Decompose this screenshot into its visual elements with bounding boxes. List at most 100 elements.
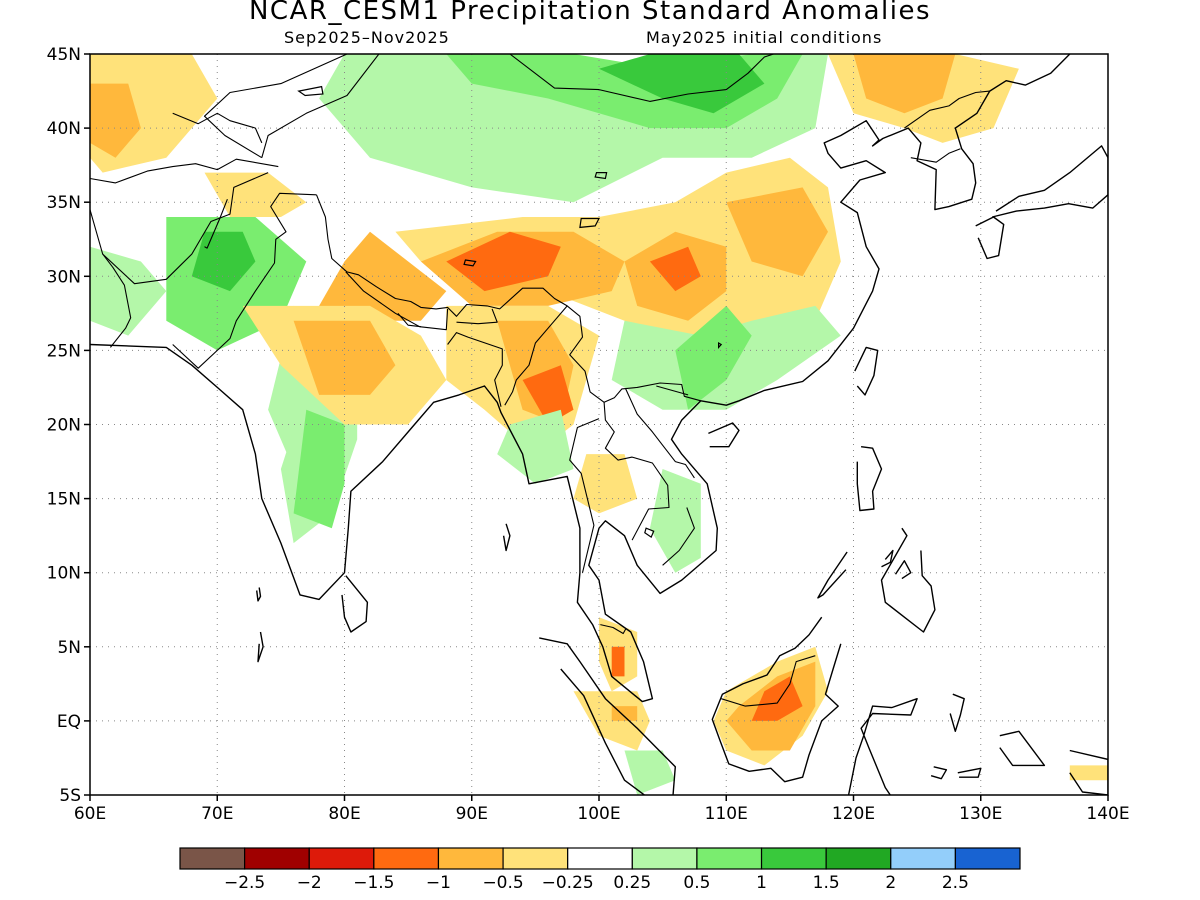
coastline (975, 216, 1005, 260)
country-border (447, 332, 503, 407)
lon-tick-label: 80E (328, 804, 360, 824)
coastline (881, 549, 894, 568)
country-border (662, 507, 695, 566)
coastline (90, 54, 1071, 703)
colorbar-swatch (696, 847, 763, 870)
country-borders (90, 54, 990, 707)
country-border (603, 402, 670, 541)
anomaly-shading (90, 54, 1108, 795)
lake-outline (297, 85, 324, 97)
country-border (172, 112, 263, 144)
colorbar-swatch (502, 847, 569, 870)
country-border (261, 54, 380, 158)
lat-tick-label: 40N (47, 119, 81, 139)
country-border (656, 385, 689, 396)
colorbar-label: 1 (756, 873, 767, 893)
colorbar-swatch (631, 847, 698, 870)
anomaly-region (497, 409, 574, 484)
colorbar-label: −2.5 (224, 873, 265, 893)
colorbar-label: −1 (426, 873, 451, 893)
coastline (817, 551, 848, 599)
colorbar-label: 0.5 (683, 873, 710, 893)
colorbar: −2.5 −2 −1.5 −1 −0.5 −0.25 0.25 0.5 1 1.5 2 2.5 (179, 847, 1021, 893)
anomaly-region (599, 54, 765, 114)
colorbar-swatch (890, 847, 956, 870)
coastline (957, 767, 982, 778)
lake-outline (644, 527, 655, 539)
anomaly-region (90, 246, 167, 336)
colorbar-label: 2.5 (942, 873, 969, 893)
anomaly-region (675, 305, 752, 410)
colorbar-label: −2 (297, 873, 322, 893)
coastline (847, 698, 918, 795)
anomaly-region (649, 246, 701, 292)
anomaly-region (1069, 765, 1108, 781)
country-border (625, 388, 695, 479)
coastline (999, 730, 1046, 767)
country-border (910, 148, 961, 163)
lon-tick-label: 120E (832, 804, 875, 824)
lake-outline (717, 341, 723, 349)
coastline (992, 145, 1108, 218)
coastline (856, 446, 883, 512)
anomaly-region (293, 320, 396, 395)
lon-tick-label: 140E (1086, 804, 1129, 824)
coastline (711, 616, 842, 783)
country-border (315, 194, 701, 403)
lake-outline (463, 259, 477, 267)
country-border (204, 198, 228, 249)
anomaly-region (649, 469, 701, 573)
coastline (257, 631, 264, 663)
lat-tick-label: 45N (47, 45, 81, 65)
anomaly-region (522, 365, 574, 425)
country-border (600, 624, 627, 635)
country-border (345, 271, 449, 331)
colorbar-label: −0.5 (482, 873, 523, 893)
lat-tick-label: 10N (47, 564, 81, 584)
coastline (949, 693, 965, 732)
lon-tick-label: 90E (456, 804, 488, 824)
colorbar-swatch (373, 847, 440, 870)
coastline (502, 523, 511, 552)
coastline (341, 575, 369, 633)
country-border (821, 54, 824, 55)
anomaly-region (319, 231, 447, 321)
colorbar-label: −0.25 (542, 873, 594, 893)
coastline (1069, 749, 1108, 795)
anomaly-region (751, 676, 803, 721)
country-border (904, 90, 990, 129)
colorbar-swatch (825, 847, 892, 870)
lon-tick-label: 70E (201, 804, 233, 824)
coastlines (90, 54, 1108, 795)
lat-tick-label: 25N (47, 341, 81, 361)
colorbar-swatch (567, 847, 633, 870)
lon-tick-label: 110E (705, 804, 748, 824)
lat-tick-label: EQ (57, 712, 81, 732)
anomaly-region (90, 83, 141, 158)
country-border (508, 54, 776, 102)
lake-outline (594, 172, 608, 180)
anomaly-region (726, 187, 828, 277)
country-border (504, 305, 568, 406)
anomaly-region (624, 750, 676, 795)
coastline (539, 637, 676, 795)
colorbar-swatch (954, 847, 1021, 870)
country-border (569, 418, 600, 573)
lon-tick-label: 130E (959, 804, 1002, 824)
coastline (894, 560, 912, 580)
initial-conditions-subtitle: May2025 initial conditions (646, 28, 883, 47)
colorbar-label: 0.25 (613, 873, 651, 893)
anomaly-region (853, 54, 956, 114)
coastline (256, 587, 262, 602)
coastline (854, 346, 879, 396)
coastline (930, 766, 948, 780)
anomaly-region (204, 172, 307, 217)
lat-tick-label: 5N (57, 638, 81, 658)
lat-tick-label: 30N (47, 267, 81, 287)
colorbar-swatch (179, 847, 246, 870)
lat-tick-label: 15N (47, 490, 81, 510)
lat-tick-label: 5S (59, 786, 81, 806)
anomaly-region (573, 454, 638, 514)
